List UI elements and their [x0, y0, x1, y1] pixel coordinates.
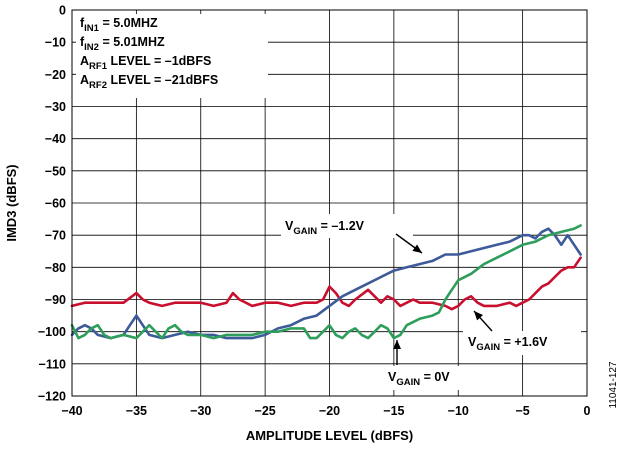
legend-line: ARF1 LEVEL = –1dBFS: [80, 54, 211, 72]
y-tick-label: −100: [38, 325, 66, 339]
x-tick-label: −40: [61, 404, 82, 418]
x-tick-label: −30: [190, 404, 211, 418]
x-tick-label: −20: [319, 404, 340, 418]
y-tick-label: −20: [45, 68, 66, 82]
y-tick-label: −40: [45, 132, 66, 146]
legend-line: fIN2 = 5.01MHZ: [80, 35, 165, 53]
axis-tick-labels: −40 −35 −30 −25 −20 −15 −10 −5 00−10−20−30−40−50…: [38, 4, 591, 419]
series-line-red: [70, 256, 582, 311]
y-tick-label: −50: [45, 164, 66, 178]
x-tick-label: −5: [515, 404, 529, 418]
arrow-head: [412, 244, 422, 253]
series-line-green: [70, 224, 582, 340]
y-tick-label: −110: [39, 357, 67, 371]
arrow-head: [393, 340, 401, 349]
plot-frame: [71, 9, 588, 397]
annotations: VGAIN = –1.2V VGAIN = +1.6V VGAIN = 0V: [281, 214, 581, 390]
x-tick-label: 0: [584, 404, 591, 418]
y-tick-label: −60: [45, 197, 66, 211]
y-axis-title: IMD3 (dBFS): [4, 164, 19, 241]
x-tick-label: −15: [383, 404, 404, 418]
series-layer: [70, 224, 582, 340]
x-axis-title: AMPLITUDE LEVEL (dBFS): [246, 428, 413, 443]
x-tick-label: −25: [255, 404, 276, 418]
x-tick-label: −35: [126, 404, 147, 418]
y-tick-label: −80: [45, 261, 66, 275]
annotation-vgain: VGAIN = +1.6V: [468, 335, 548, 353]
annotation-vgain: VGAIN = –1.2V: [285, 219, 365, 237]
annotation-bg: [463, 331, 581, 355]
y-tick-label: −30: [45, 100, 66, 114]
y-tick-label: −70: [45, 229, 66, 243]
y-tick-label: −90: [45, 293, 66, 307]
annotation-bg: [281, 214, 413, 238]
y-tick-label: 0: [59, 4, 66, 18]
legend-line: ARF2 LEVEL = –21dBFS: [80, 73, 218, 91]
legend-box: [76, 14, 268, 98]
figure-id: 11041-127: [608, 361, 619, 409]
arrow-head: [474, 311, 483, 321]
annotation-vgain: VGAIN = 0V: [388, 370, 450, 388]
x-tick-label: −10: [448, 404, 469, 418]
annotation-bg: [383, 366, 467, 390]
legend-line: fIN1 = 5.0MHZ: [80, 16, 158, 34]
y-tick-label: −10: [45, 36, 66, 50]
series-line-blue: [70, 227, 582, 340]
y-tick-label: −120: [38, 390, 66, 404]
